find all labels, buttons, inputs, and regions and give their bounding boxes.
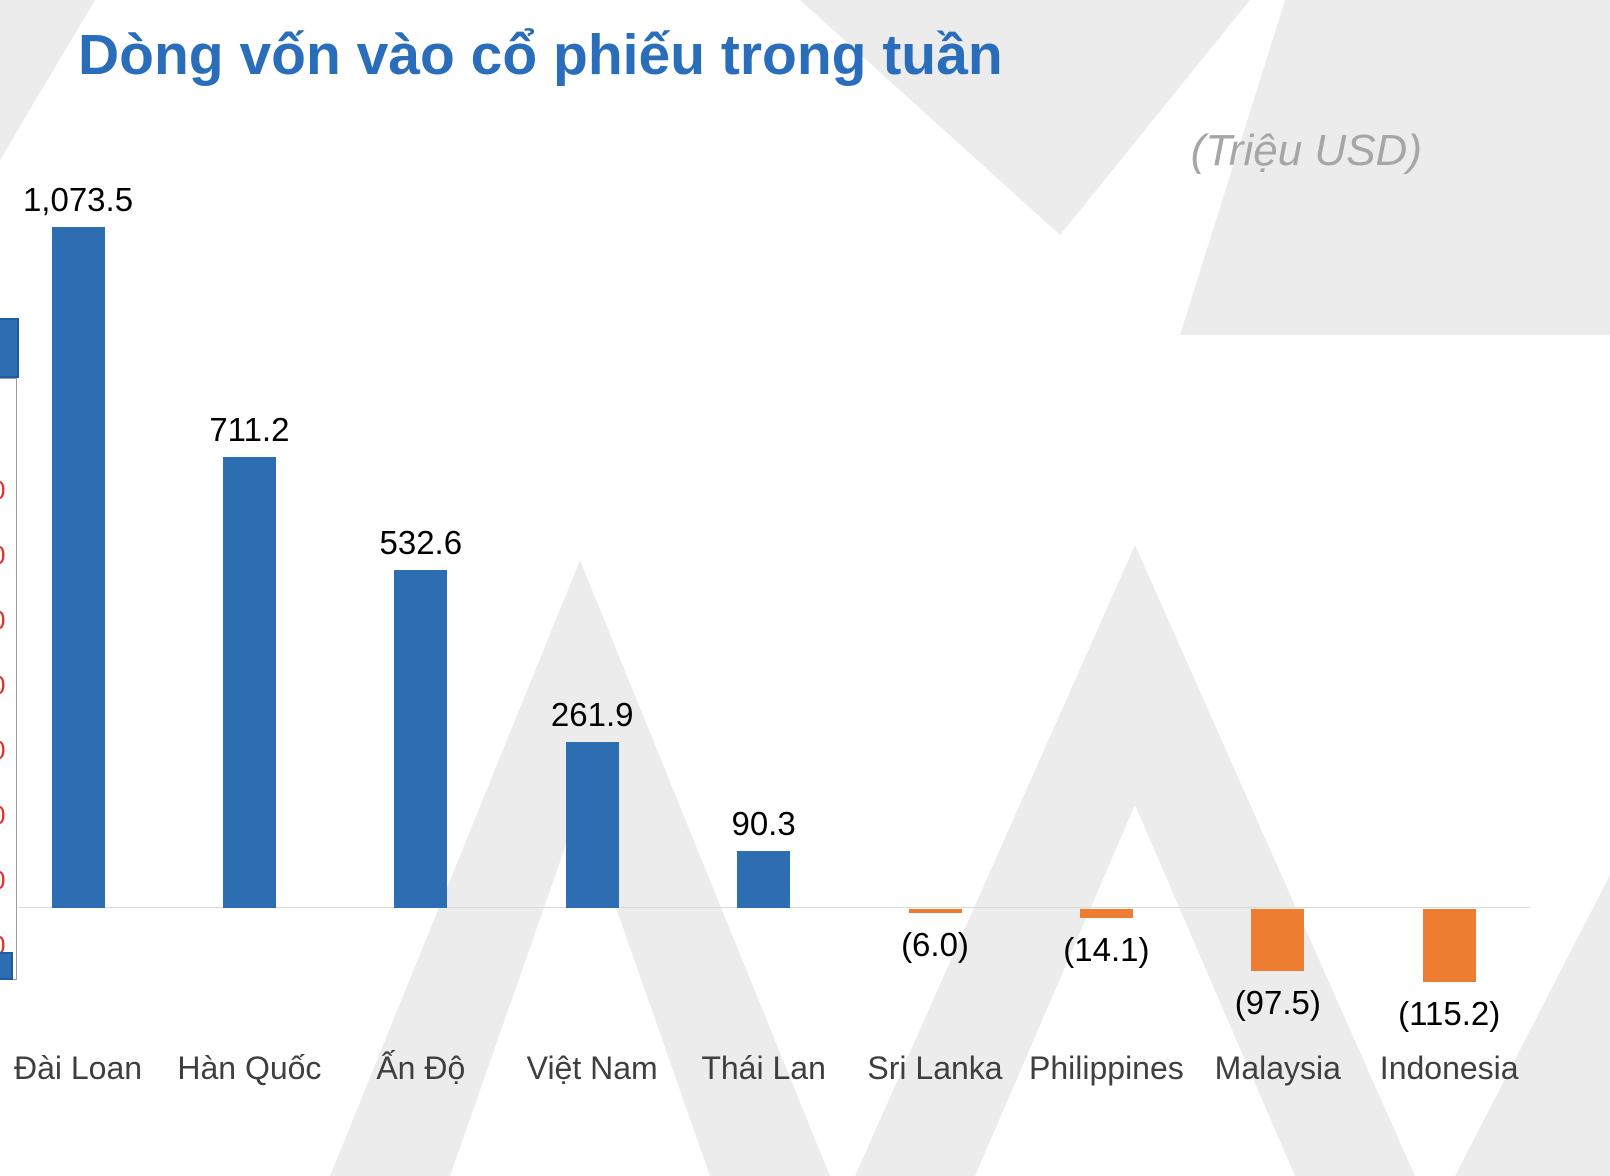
clipped-axis-tick: 0 <box>0 737 15 763</box>
value-label: (97.5) <box>1234 984 1321 1021</box>
clipped-axis-tick: 0 <box>0 672 15 698</box>
category-label: Đài Loan <box>13 1050 143 1086</box>
clipped-axis-tick: 0 <box>0 542 15 568</box>
bar <box>51 227 105 908</box>
category-label: Indonesia <box>1379 1050 1519 1086</box>
clipped-axis-tick: 0 <box>0 802 15 828</box>
value-label: 90.3 <box>731 805 796 842</box>
value-label: 532.6 <box>379 524 463 561</box>
value-label: (115.2) <box>1398 995 1501 1032</box>
clipped-axis-tick: 0 <box>0 867 15 893</box>
category-label: Hàn Quốc <box>177 1050 322 1086</box>
clipped-axis-tick: 0 <box>0 477 15 503</box>
clipped-axis-box: 0 0 0 0 0 0 0 0 <box>0 378 17 980</box>
category-label: Việt Nam <box>526 1050 658 1086</box>
category-label: Ấn Độ <box>376 1050 466 1086</box>
clipped-bar-fragment <box>0 952 13 980</box>
bar <box>1079 909 1133 918</box>
value-label: (14.1) <box>1063 931 1150 968</box>
category-label: Malaysia <box>1214 1050 1341 1086</box>
bar <box>394 570 448 908</box>
bar <box>222 457 276 908</box>
unit-label: (Triệu USD) <box>1190 126 1422 175</box>
bar <box>908 909 962 913</box>
clipped-axis-tick: 0 <box>0 932 15 958</box>
category-label: Philippines <box>1029 1050 1184 1086</box>
value-label: 1,073.5 <box>22 181 134 218</box>
bar <box>1422 909 1476 982</box>
value-label: 711.2 <box>209 411 290 448</box>
clipped-axis-tick: 0 <box>0 607 15 633</box>
category-label: Sri Lanka <box>867 1050 1003 1086</box>
bar <box>737 851 791 908</box>
bar <box>1251 909 1305 971</box>
bar <box>565 742 619 908</box>
value-label: 261.9 <box>550 696 634 733</box>
chart-title: Dòng vốn vào cổ phiếu trong tuần <box>78 23 1003 87</box>
clipped-bar-fragment <box>0 318 19 378</box>
value-label: (6.0) <box>901 926 969 963</box>
category-label: Thái Lan <box>701 1050 826 1086</box>
